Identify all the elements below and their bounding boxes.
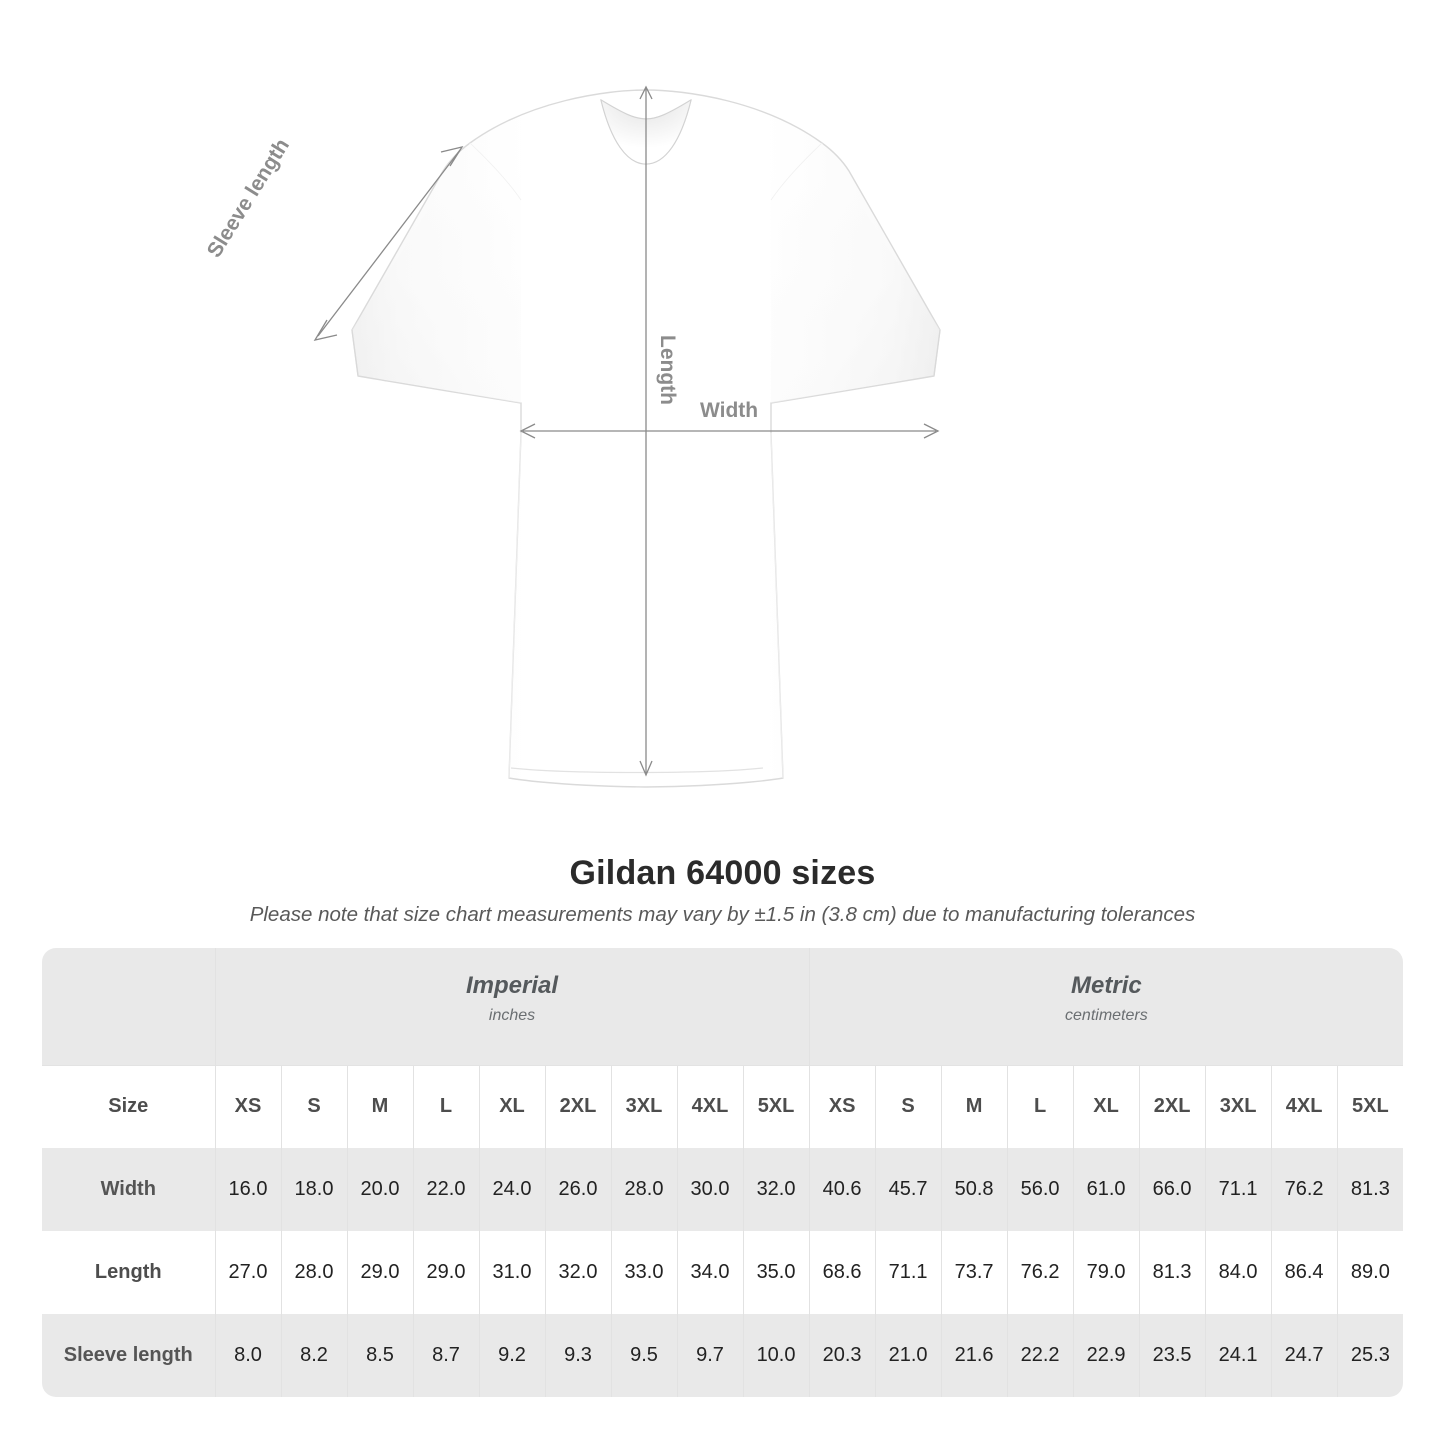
svg-text:Width: Width [700,399,758,422]
svg-text:Sleeve length: Sleeve length [203,135,294,262]
svg-text:Length: Length [656,335,679,405]
